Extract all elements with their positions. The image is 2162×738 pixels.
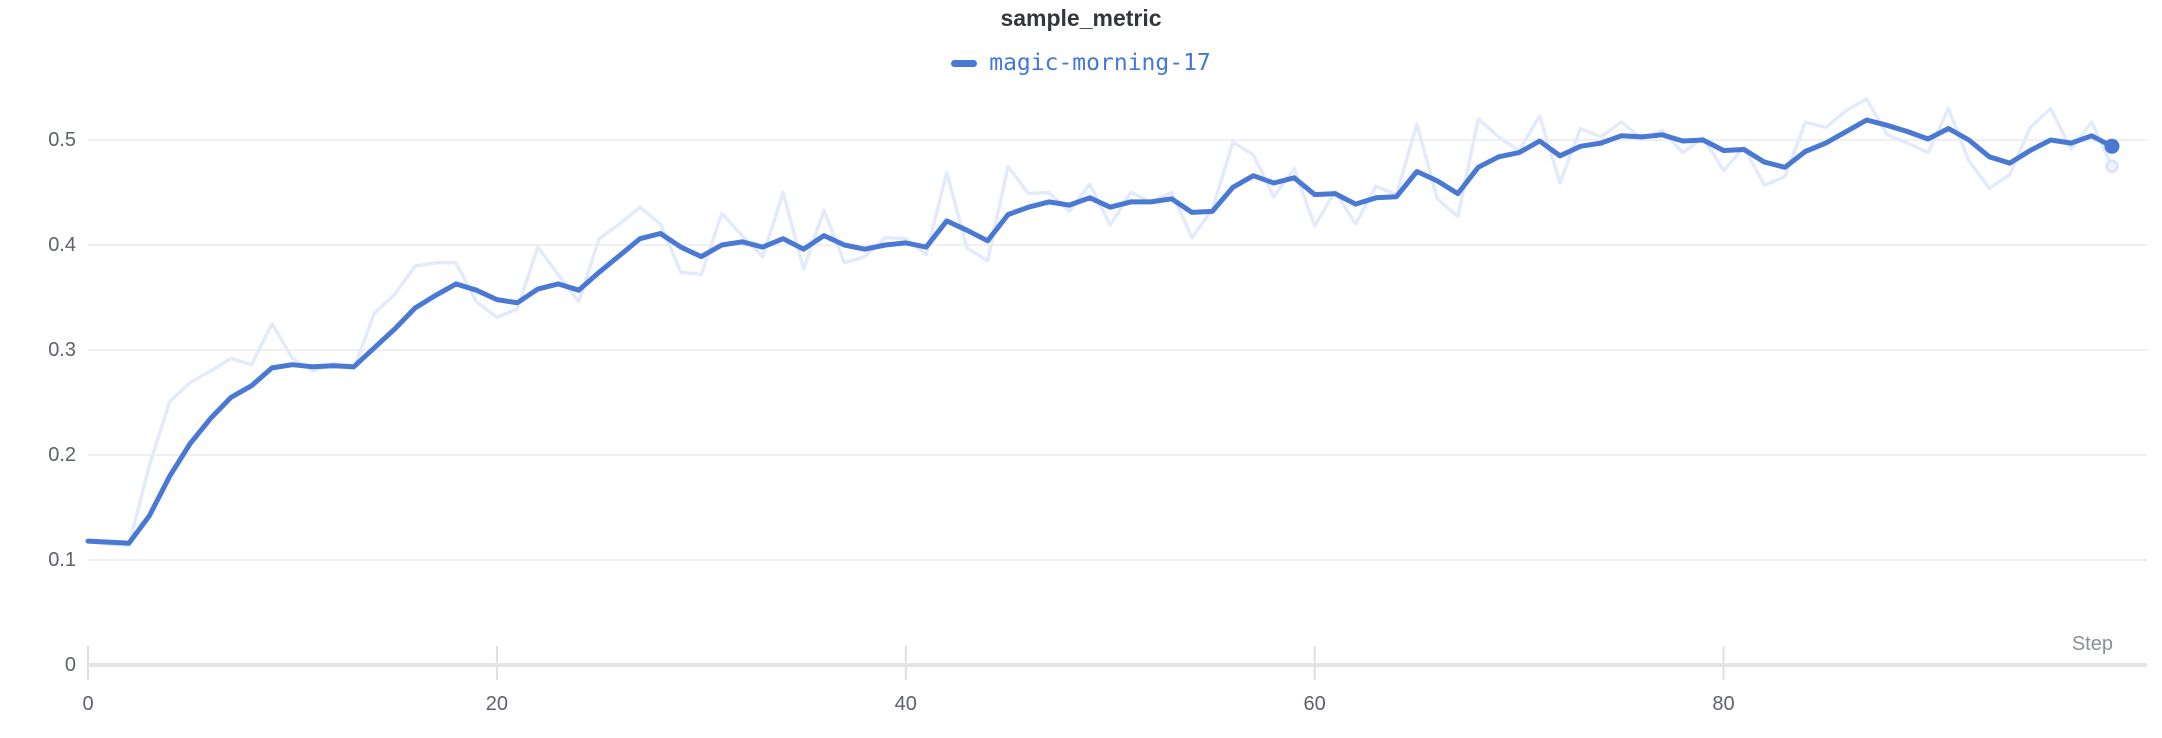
- x-tick-label: 40: [894, 693, 917, 715]
- y-tick-label: 0.3: [48, 339, 76, 361]
- x-tick-label: 60: [1303, 693, 1326, 715]
- x-tick-label: 0: [82, 693, 94, 715]
- y-tick-label: 0.1: [48, 549, 76, 571]
- y-tick-label: 0.4: [48, 234, 76, 256]
- smoothed-series-line[interactable]: [85, 117, 2115, 546]
- x-tick-label: 80: [1712, 693, 1735, 715]
- x-tick-label: 20: [485, 693, 508, 715]
- y-tick-label: 0.5: [48, 129, 76, 151]
- x-axis-title: Step: [2071, 633, 2113, 655]
- y-tick-label: 0: [64, 654, 76, 676]
- legend-run-name: magic-morning-17: [989, 50, 1211, 76]
- y-tick-label: 0.2: [48, 444, 76, 466]
- legend-color-swatch: [951, 59, 978, 67]
- chart-legend: magic-morning-17: [0, 50, 2162, 76]
- raw-series-end-dot: [2105, 159, 2119, 173]
- smoothed-series-end-dot: [2104, 138, 2120, 154]
- raw-series-line: [86, 97, 2114, 548]
- legend-item[interactable]: magic-morning-17: [951, 50, 1211, 76]
- chart-title: sample_metric: [1000, 5, 1162, 31]
